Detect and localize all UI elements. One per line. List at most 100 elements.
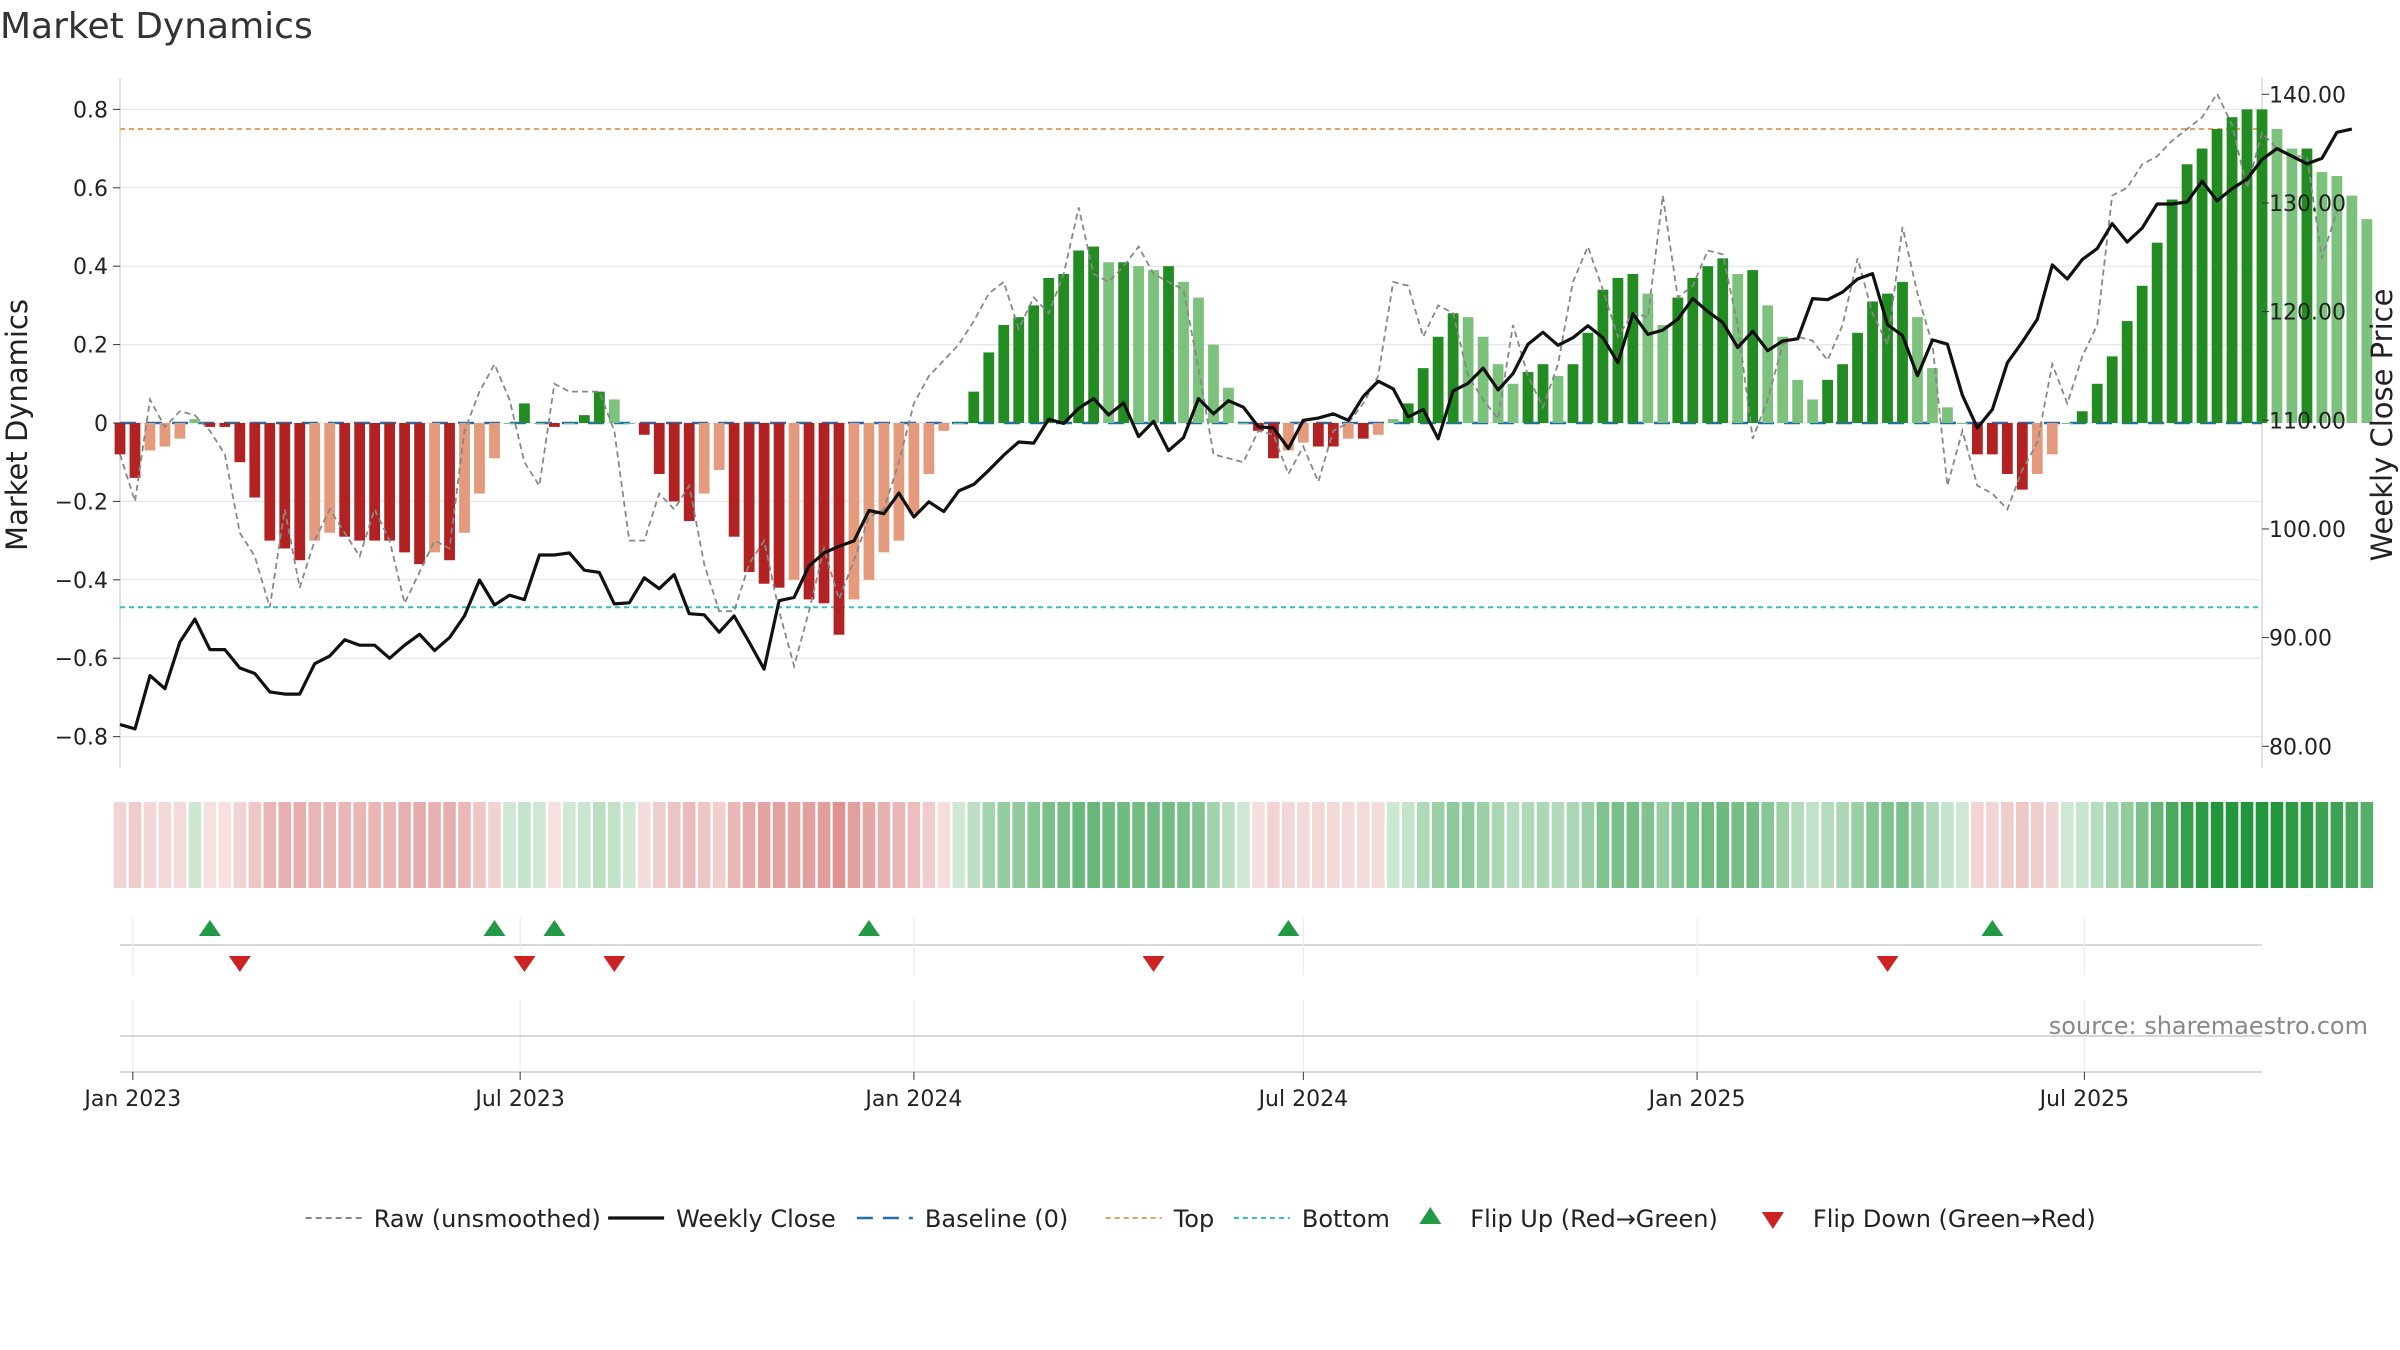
dynamics-bar — [848, 423, 860, 600]
dynamics-bar — [279, 423, 291, 549]
regime-cell — [1177, 802, 1190, 888]
regime-cell — [1671, 802, 1685, 888]
regime-cell — [937, 802, 951, 888]
regime-cell — [2345, 802, 2359, 888]
regime-cell — [652, 802, 666, 888]
regime-cell — [997, 802, 1011, 888]
regime-cell — [188, 802, 202, 888]
regime-cell — [742, 802, 756, 888]
regime-cell — [1327, 802, 1340, 888]
legend-item: Top — [1105, 1205, 1215, 1233]
regime-cell — [1341, 802, 1355, 888]
dynamics-bar — [1957, 423, 1968, 424]
regime-cell — [1896, 802, 1909, 888]
regime-cell — [682, 802, 696, 888]
regime-cell — [1132, 802, 1145, 888]
right-tick-label: 100.00 — [2269, 518, 2346, 543]
dynamics-bar — [2121, 321, 2133, 423]
dynamics-bar — [593, 391, 605, 423]
dynamics-bar — [1043, 277, 1055, 423]
regime-cell — [1282, 802, 1295, 888]
regime-cell — [1162, 802, 1175, 888]
dynamics-bar — [1882, 293, 1893, 423]
left-tick-label: 0.8 — [73, 98, 108, 123]
legend-item: Flip Down (Green→Red) — [1761, 1205, 2096, 1233]
regime-cell — [113, 802, 127, 888]
dynamics-bar — [893, 423, 905, 541]
dynamics-bar — [1297, 423, 1309, 443]
regime-cell — [637, 802, 651, 888]
regime-cell — [1401, 802, 1415, 888]
dynamics-bar — [384, 423, 396, 541]
regime-cell — [578, 802, 591, 888]
right-tick-label: 80.00 — [2269, 735, 2332, 760]
legend: Raw (unsmoothed) Weekly Close Baseline (0)… — [305, 1205, 2096, 1233]
regime-cell — [2075, 802, 2089, 888]
dynamics-bar — [608, 399, 620, 423]
regime-cell — [1941, 802, 1954, 888]
regime-cell — [877, 802, 891, 888]
regime-cell — [787, 802, 801, 888]
regime-cell — [772, 802, 786, 888]
dynamics-bar — [923, 423, 935, 474]
regime-cell — [173, 802, 187, 888]
dynamics-bar — [2166, 199, 2178, 423]
regime-cell — [952, 802, 966, 888]
dynamics-bar — [1103, 262, 1115, 423]
dynamics-bar — [2031, 423, 2043, 474]
regime-cell — [2195, 802, 2209, 888]
regime-cell — [1057, 802, 1070, 888]
regime-cell — [1566, 802, 1580, 888]
chart-title: Market Dynamics — [0, 6, 313, 47]
regime-cell — [1506, 802, 1520, 888]
dynamics-bar — [773, 423, 785, 588]
dynamics-bar — [623, 423, 635, 424]
flip-down-marker — [228, 956, 251, 972]
dynamics-bar — [1133, 266, 1144, 423]
regime-cell — [308, 802, 322, 888]
dynamics-bar — [938, 423, 950, 431]
regime-cell — [143, 802, 157, 888]
regime-cell — [2001, 802, 2014, 888]
dynamics-bar — [1972, 423, 1983, 455]
regime-cell — [293, 802, 307, 888]
dynamics-bar — [863, 423, 875, 580]
regime-cell — [1476, 802, 1490, 888]
regime-cell — [2285, 802, 2299, 888]
regime-cell — [1776, 802, 1789, 888]
regime-cell — [922, 802, 936, 888]
dynamics-bar — [1867, 301, 1878, 423]
regime-cell — [1027, 802, 1041, 888]
regime-cell — [1042, 802, 1055, 888]
dynamics-bar — [459, 423, 470, 533]
dynamics-bar — [548, 423, 560, 427]
legend-label: Weekly Close — [676, 1205, 836, 1233]
raw-line-layer — [119, 91, 2338, 670]
legend-label: Top — [1173, 1205, 1215, 1233]
regime-cell — [967, 802, 981, 888]
flip-down-marker — [513, 956, 536, 972]
dynamics-bar — [953, 423, 965, 424]
regime-cell — [548, 802, 561, 888]
regime-cell — [727, 802, 741, 888]
x-tick-label: Jan 2025 — [1647, 1087, 1746, 1112]
dynamics-bar — [1582, 332, 1594, 423]
regime-cell — [278, 802, 292, 888]
dynamics-bar — [249, 423, 261, 498]
raw-unsmoothed-line — [119, 91, 2338, 670]
dynamics-bar — [1118, 262, 1129, 423]
reference-lines — [120, 127, 2262, 609]
regime-cell — [2255, 802, 2269, 888]
dynamics-bar — [833, 423, 845, 635]
dynamics-bar — [2316, 172, 2328, 423]
dynamics-bar — [2301, 148, 2313, 423]
dynamics-bar — [1088, 246, 1100, 423]
regime-cell — [233, 802, 247, 888]
left-tick-label: −0.6 — [55, 647, 108, 672]
flip-up-marker — [198, 920, 221, 936]
dynamics-bar — [1058, 274, 1070, 423]
regime-cell — [1956, 802, 1969, 888]
dynamics-bar — [129, 423, 141, 478]
dynamics-bar — [728, 423, 740, 537]
regime-cell — [907, 802, 921, 888]
